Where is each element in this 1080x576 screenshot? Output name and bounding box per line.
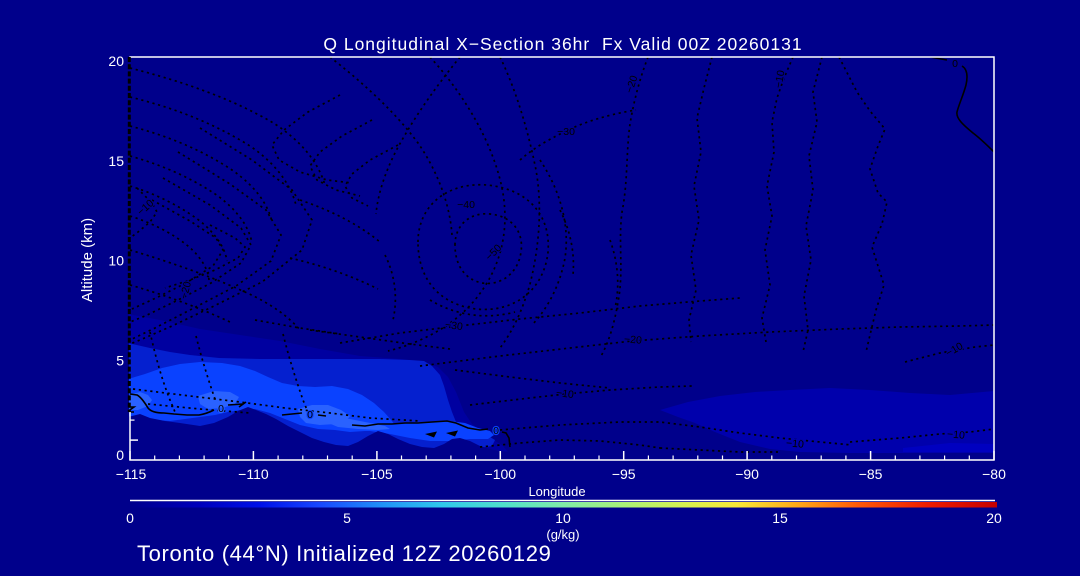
svg-text:0: 0	[307, 409, 313, 421]
svg-text:−20: −20	[623, 74, 640, 95]
svg-text:20: 20	[108, 53, 124, 69]
svg-text:−10: −10	[947, 428, 966, 442]
svg-text:−100: −100	[485, 466, 517, 482]
svg-text:5: 5	[116, 352, 124, 368]
svg-text:−30: −30	[557, 126, 575, 138]
svg-text:−10: −10	[555, 387, 574, 401]
svg-text:−95: −95	[612, 466, 636, 482]
svg-text:−110: −110	[238, 466, 269, 482]
svg-text:−40: −40	[457, 199, 475, 211]
svg-text:10: 10	[108, 253, 124, 269]
svg-text:Longitude: Longitude	[528, 484, 585, 499]
svg-text:−10: −10	[786, 437, 805, 451]
svg-text:Q Longitudinal X−Section 36hr: Q Longitudinal X−Section 36hr Fx Valid 0…	[323, 34, 802, 54]
svg-text:−10: −10	[773, 69, 788, 89]
svg-text:−115: −115	[116, 466, 147, 482]
svg-text:10: 10	[555, 510, 571, 526]
svg-text:15: 15	[108, 153, 124, 169]
svg-text:−20: −20	[624, 333, 643, 347]
svg-text:−30: −30	[444, 319, 463, 333]
svg-text:5: 5	[343, 510, 351, 526]
svg-text:−80: −80	[982, 466, 1006, 482]
svg-text:−20: −20	[178, 280, 194, 300]
svg-text:Altitude (km): Altitude (km)	[79, 218, 96, 302]
svg-text:0: 0	[493, 425, 499, 437]
svg-text:20: 20	[986, 510, 1002, 526]
svg-text:0: 0	[218, 403, 224, 415]
svg-text:0: 0	[116, 447, 124, 463]
svg-text:0: 0	[126, 510, 134, 526]
svg-text:(g/kg): (g/kg)	[546, 527, 579, 542]
svg-text:15: 15	[772, 510, 788, 526]
svg-text:0: 0	[952, 58, 958, 70]
svg-text:−90: −90	[735, 466, 759, 482]
svg-text:Toronto (44°N) Initialized 12Z: Toronto (44°N) Initialized 12Z 20260129	[137, 541, 552, 566]
svg-text:−105: −105	[361, 466, 393, 482]
svg-text:−85: −85	[859, 466, 883, 482]
